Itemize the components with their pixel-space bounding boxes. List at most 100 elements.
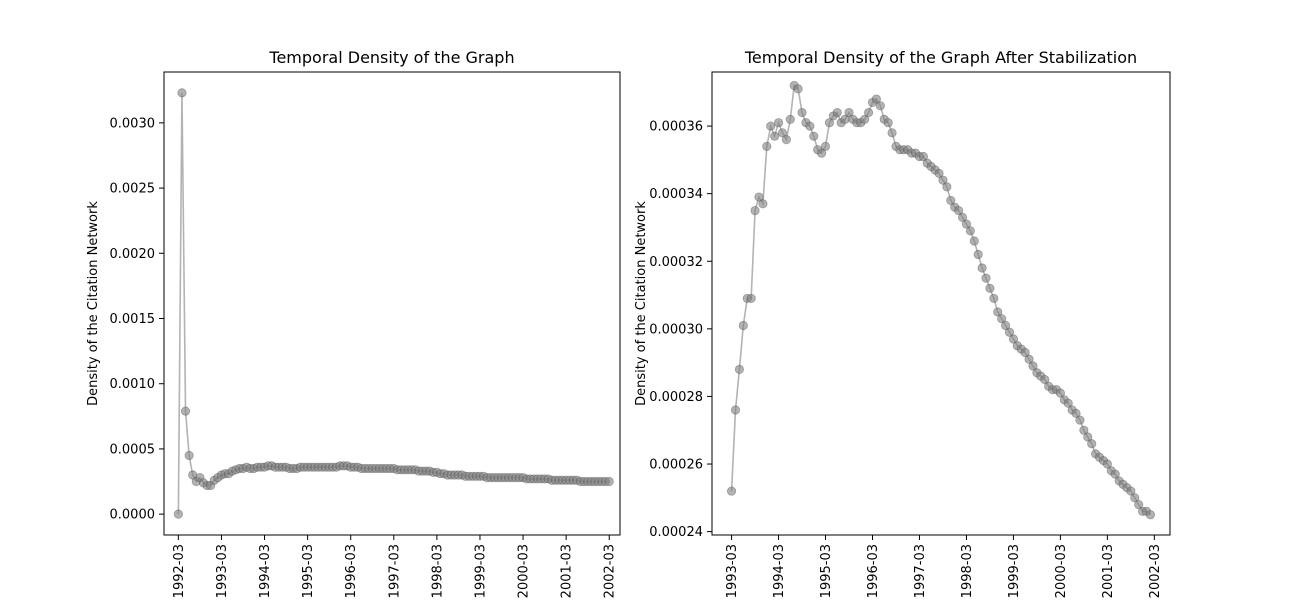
data-point (957, 212, 968, 222)
data-point (180, 406, 191, 416)
y-tick-label: 0.0010 (110, 377, 156, 392)
chart-2: Temporal Density of the Graph After Stab… (634, 48, 1171, 598)
y-tick-label: 0.00024 (649, 525, 703, 540)
y-axis-label: Density of the Citation Network (634, 201, 649, 406)
data-point (993, 307, 1003, 317)
x-tick-label: 1996-03 (344, 544, 359, 598)
data-point (1145, 510, 1156, 520)
series-line (730, 83, 1151, 516)
x-tick-label: 1996-03 (866, 544, 881, 598)
data-point (1087, 439, 1097, 449)
plot-frame (711, 71, 1171, 536)
x-tick-label: 1997-03 (387, 544, 402, 598)
data-point (1055, 388, 1065, 398)
data-point (820, 141, 831, 151)
data-point (871, 94, 882, 104)
data-point (1004, 327, 1015, 337)
chart-title: Temporal Density of the Graph After Stab… (744, 48, 1137, 67)
x-tick-label: 2001-03 (560, 544, 575, 598)
data-point (946, 195, 956, 206)
data-point (1008, 334, 1019, 344)
data-point (1040, 374, 1050, 385)
x-tick-label: 1992-03 (172, 544, 187, 598)
x-tick-label: 2002-03 (1148, 544, 1163, 598)
data-point (961, 219, 972, 229)
data-point (785, 114, 795, 124)
data-point (770, 131, 780, 141)
data-point (1000, 320, 1011, 331)
data-point (1134, 499, 1144, 510)
y-tick-label: 0.00026 (649, 458, 703, 473)
data-point (1079, 425, 1089, 435)
data-point (177, 88, 187, 98)
y-tick-label: 0.0000 (110, 508, 156, 523)
data-point (1130, 493, 1140, 503)
data-point (773, 118, 784, 128)
data-point (887, 128, 897, 138)
data-point (832, 107, 842, 118)
plot-frame (163, 71, 621, 536)
x-tick-label: 1999-03 (473, 544, 488, 598)
y-tick-label: 0.00028 (649, 390, 703, 405)
data-point (844, 107, 854, 118)
y-tick-label: 0.0015 (110, 312, 156, 327)
x-tick-label: 2000-03 (517, 544, 532, 598)
data-point (1126, 486, 1136, 496)
data-point (1075, 415, 1085, 425)
x-tick-label: 1997-03 (913, 544, 928, 598)
y-tick-label: 0.00036 (649, 120, 703, 135)
chart-title: Temporal Density of the Graph (268, 48, 514, 67)
data-point (875, 101, 885, 111)
data-point (1028, 361, 1038, 371)
y-tick-label: 0.0025 (110, 182, 156, 197)
y-tick-label: 0.00032 (649, 255, 703, 270)
data-point (762, 141, 772, 151)
data-point (824, 118, 835, 128)
x-tick-label: 1999-03 (1007, 544, 1022, 598)
data-point (938, 175, 948, 185)
data-point (734, 364, 745, 374)
data-point (942, 182, 952, 192)
data-point (860, 114, 870, 124)
y-tick-label: 0.0005 (110, 442, 156, 457)
data-point (1102, 459, 1112, 469)
series-line (177, 92, 610, 515)
data-point (184, 450, 194, 461)
data-point (809, 131, 819, 141)
data-point (1110, 469, 1120, 479)
data-point (173, 509, 183, 519)
data-point (726, 486, 737, 496)
data-point (1083, 432, 1093, 442)
data-point (918, 151, 928, 162)
data-point (797, 107, 807, 118)
data-point (977, 263, 987, 273)
x-tick-label: 1993-03 (725, 544, 740, 598)
y-axis-label: Density of the Citation Network (86, 201, 101, 406)
x-tick-label: 1998-03 (430, 544, 445, 598)
data-point (1063, 398, 1073, 408)
data-point (954, 205, 964, 216)
x-tick-label: 1995-03 (819, 544, 834, 598)
data-point (997, 314, 1007, 324)
y-tick-label: 0.00030 (649, 322, 703, 337)
x-tick-label: 2001-03 (1101, 544, 1116, 598)
data-point (793, 84, 803, 94)
data-point (738, 320, 748, 331)
data-point (781, 134, 791, 145)
data-point (969, 236, 979, 246)
data-point (863, 107, 874, 118)
data-point (1024, 354, 1034, 364)
x-tick-label: 2000-03 (1054, 544, 1069, 598)
data-point (973, 249, 983, 260)
data-point (981, 273, 991, 283)
y-tick-label: 0.0030 (110, 116, 156, 131)
chart-1: Temporal Density of the Graph Density of … (86, 48, 621, 598)
y-tick-label: 0.0020 (110, 247, 156, 262)
data-point (746, 293, 756, 304)
data-point (730, 405, 741, 415)
data-point (758, 199, 768, 209)
data-point (965, 226, 975, 236)
data-point (604, 476, 614, 487)
data-point (1020, 347, 1030, 358)
